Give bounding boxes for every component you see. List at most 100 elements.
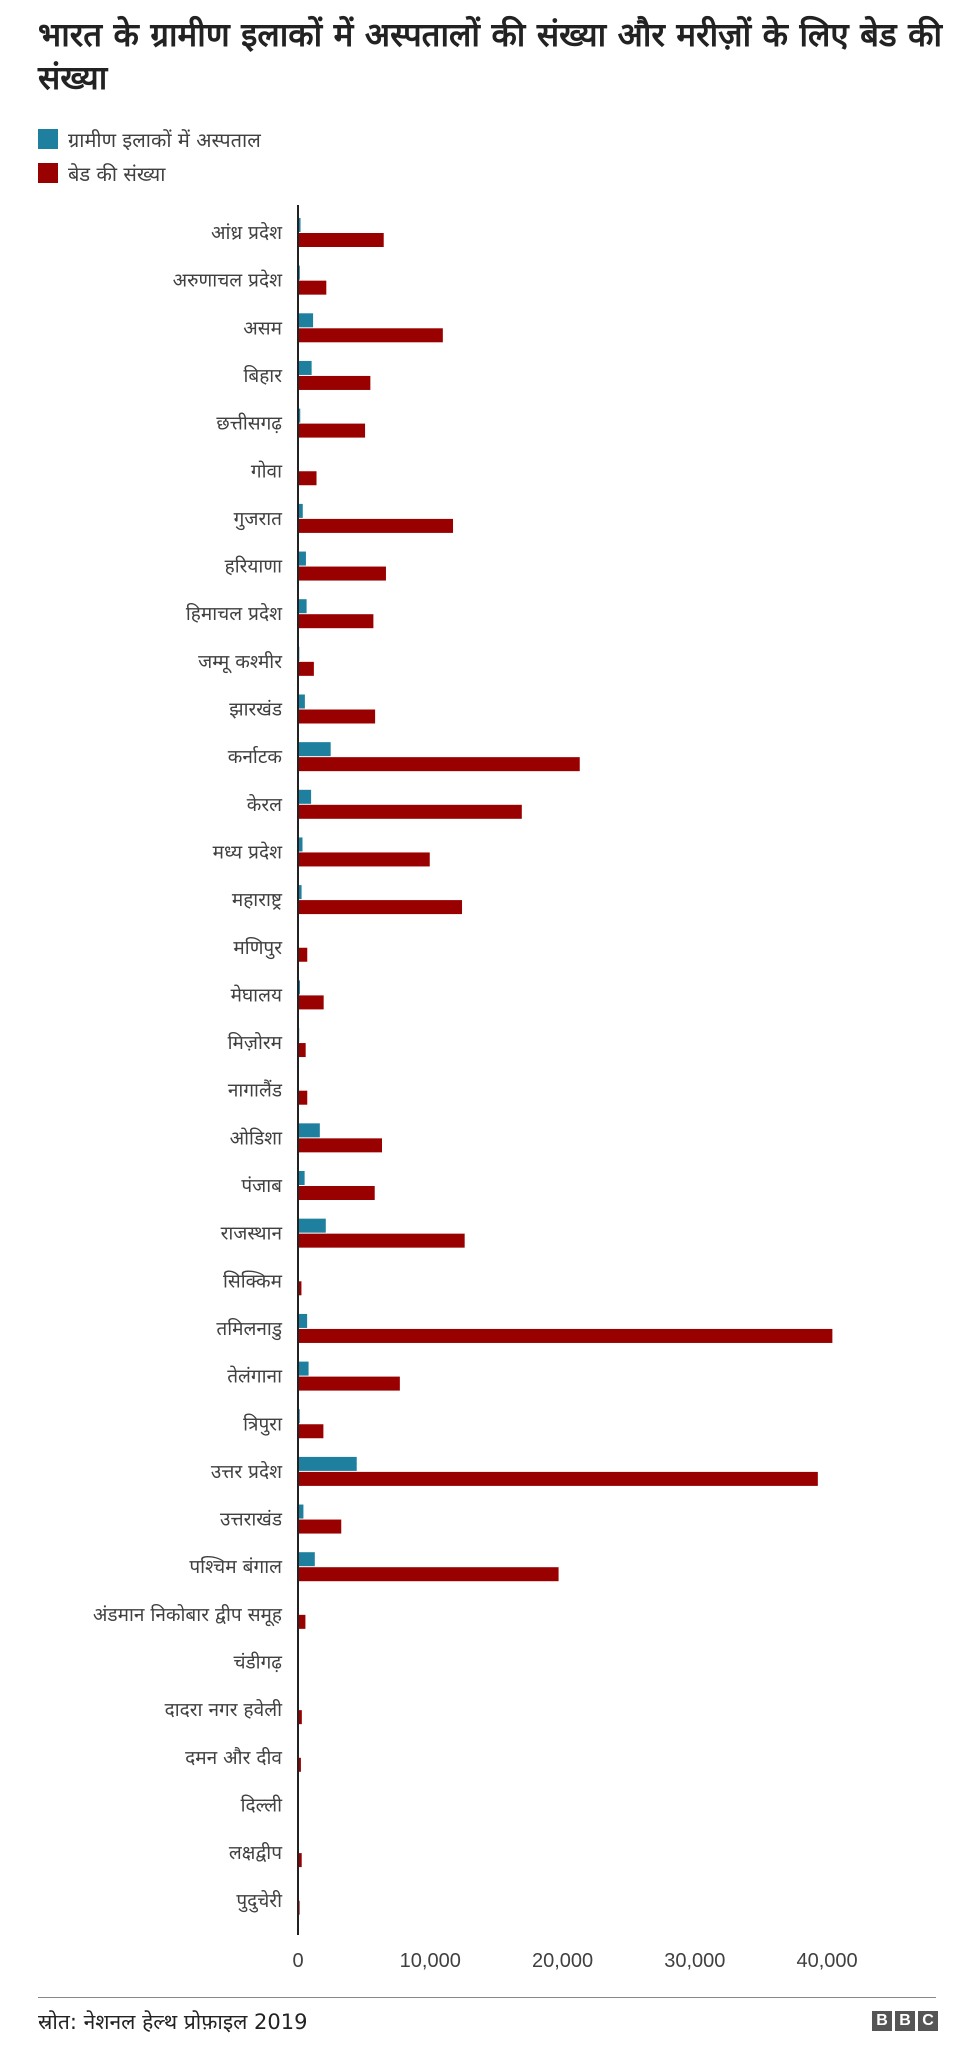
bar-beds — [298, 947, 308, 962]
bar-hospitals — [298, 1552, 315, 1567]
category-label: राजस्थान — [221, 1223, 283, 1245]
bbc-logo: B B C — [872, 2011, 938, 2031]
bar-beds — [298, 709, 376, 724]
category-label: झारखंड — [229, 699, 283, 721]
bar-hospitals — [298, 1361, 309, 1376]
bar-beds — [298, 995, 324, 1010]
category-label: बिहार — [243, 364, 283, 387]
bar-beds — [298, 900, 463, 915]
bar-beds — [298, 1519, 342, 1534]
bar-hospitals — [298, 1218, 326, 1233]
legend: ग्रामीण इलाकों में अस्पताल बेड की संख्या — [38, 122, 261, 190]
bar-beds — [298, 280, 327, 295]
bar-beds — [298, 1328, 833, 1343]
category-label: लक्षद्वीप — [229, 1841, 283, 1864]
x-tick-label: 30,000 — [664, 1950, 725, 1972]
bar-hospitals — [298, 599, 307, 614]
bar-hospitals — [298, 503, 303, 518]
category-label: पुदुचेरी — [236, 1889, 283, 1913]
category-label: उत्तर प्रदेश — [211, 1460, 283, 1483]
bar-beds — [298, 1281, 302, 1296]
bar-hospitals — [298, 1171, 305, 1185]
bar-beds — [298, 804, 522, 819]
bar-beds — [298, 1471, 818, 1486]
category-label: जम्मू कश्मीर — [198, 650, 283, 674]
bar-beds — [298, 328, 443, 343]
category-label: सिक्किम — [223, 1269, 283, 1292]
category-label: तेलंगाना — [227, 1365, 283, 1388]
bar-beds — [298, 423, 366, 438]
category-label: दिल्ली — [241, 1793, 283, 1816]
category-label: अरुणाचल प्रदेश — [173, 269, 283, 292]
x-tick-label: 10,000 — [400, 1950, 461, 1972]
bar-beds — [298, 1090, 308, 1105]
bar-hospitals — [298, 1313, 308, 1328]
category-label: मेघालय — [231, 983, 283, 1006]
category-label: चंडीगढ़ — [233, 1651, 282, 1674]
bbc-logo-letter: B — [895, 2011, 915, 2031]
bar-hospitals — [298, 313, 314, 328]
category-label: कर्नाटक — [228, 745, 283, 768]
bar-beds — [298, 1138, 382, 1153]
bar-hospitals — [298, 1504, 304, 1519]
bar-beds — [298, 1233, 465, 1248]
legend-item-beds: बेड की संख्या — [38, 156, 261, 190]
category-label: आंध्र प्रदेश — [211, 221, 283, 244]
bar-beds — [298, 233, 384, 247]
bar-hospitals — [298, 218, 301, 232]
category-label: मिज़ोरम — [228, 1031, 283, 1054]
legend-swatch-beds — [38, 163, 58, 183]
category-label: केरल — [247, 793, 283, 816]
bar-beds — [298, 1376, 400, 1391]
category-label: ओडिशा — [230, 1126, 283, 1149]
legend-item-hospitals: ग्रामीण इलाकों में अस्पताल — [38, 122, 261, 156]
category-label: दमन और दीव — [185, 1746, 282, 1769]
category-label: गुजरात — [234, 508, 283, 531]
bar-beds — [298, 518, 454, 533]
legend-label-beds: बेड की संख्या — [68, 161, 166, 186]
bar-beds — [298, 852, 430, 867]
bar-hospitals — [298, 789, 312, 804]
category-label: हिमाचल प्रदेश — [186, 602, 283, 625]
source-note: स्रोत: नेशनल हेल्थ प्रोफ़ाइल 2019 — [38, 2010, 308, 2034]
x-tick-label: 0 — [292, 1950, 303, 1972]
category-label: हरियाणा — [225, 555, 283, 578]
bar-beds — [298, 566, 386, 581]
bar-beds — [298, 1424, 324, 1439]
category-label: त्रिपुरा — [243, 1412, 283, 1436]
bbc-logo-letter: B — [872, 2011, 892, 2031]
bar-hospitals — [298, 1123, 320, 1138]
bar-hospitals — [298, 742, 331, 757]
bar-beds — [298, 1567, 559, 1582]
bar-beds — [298, 375, 371, 390]
bar-beds — [298, 471, 317, 486]
bar-beds — [298, 1186, 375, 1200]
bbc-logo-letter: C — [918, 2011, 938, 2031]
bar-beds — [298, 1043, 306, 1058]
bar-hospitals — [298, 360, 312, 375]
category-label: नागालैंड — [228, 1079, 283, 1102]
chart-title: भारत के ग्रामीण इलाकों में अस्पतालों की … — [38, 15, 943, 97]
category-label: उत्तराखंड — [220, 1509, 283, 1531]
category-label: मणिपुर — [233, 936, 283, 960]
legend-label-hospitals: ग्रामीण इलाकों में अस्पताल — [68, 127, 261, 152]
category-label: छत्तीसगढ़ — [216, 412, 282, 435]
bar-hospitals — [298, 694, 305, 709]
bar-hospitals — [298, 1456, 357, 1471]
bar-hospitals — [298, 885, 302, 900]
bar-beds — [298, 1614, 306, 1629]
category-label: महाराष्ट्र — [232, 889, 283, 911]
category-label: तमिलनाडु — [216, 1317, 282, 1341]
category-label: असम — [243, 317, 282, 339]
x-tick-label: 20,000 — [532, 1950, 593, 1972]
category-label: दादरा नगर हवेली — [165, 1698, 283, 1721]
bar-beds — [298, 1710, 302, 1725]
bar-beds — [298, 661, 314, 676]
bar-beds — [298, 1853, 302, 1868]
bar-chart: आंध्र प्रदेश अरुणाचल प्रदेश असम बिहार छत्तीस… — [93, 205, 858, 1972]
bar-beds — [298, 757, 580, 772]
x-tick-label: 40,000 — [797, 1950, 858, 1972]
category-label: मध्य प्रदेश — [213, 840, 283, 863]
category-label: अंडमान निकोबार द्वीप समूह — [93, 1603, 283, 1627]
bar-hospitals — [298, 408, 301, 423]
